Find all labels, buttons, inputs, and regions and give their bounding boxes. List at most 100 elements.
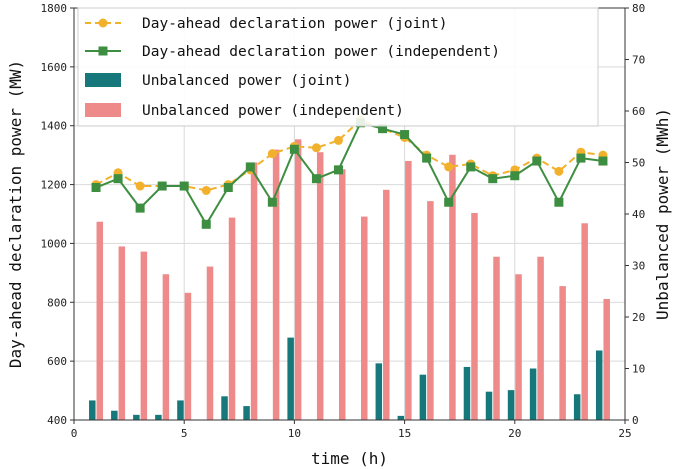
y-right-tick-label: 10 (632, 363, 645, 376)
bar-unbalanced-independent (316, 152, 324, 420)
marker-declaration-independent (554, 197, 564, 207)
bar-unbalanced-joint (221, 396, 228, 420)
y-right-axis-ticks: 0 10 20 30 40 50 60 70 80 (625, 2, 645, 427)
marker-declaration-independent (576, 153, 586, 163)
y-left-axis-ticks: 400 600 800 1000 1200 1400 1600 1800 (41, 2, 74, 427)
bar-unbalanced-joint (507, 390, 515, 420)
bar-unbalanced-independent (493, 256, 500, 420)
y-right-tick-label: 0 (632, 414, 639, 427)
bar-unbalanced-independent (383, 189, 390, 420)
bar-unbalanced-independent (250, 162, 258, 420)
legend-label-independent-line: Day-ahead declaration power (independent… (142, 44, 500, 60)
bar-unbalanced-joint (375, 363, 383, 420)
y-right-tick-label: 30 (632, 260, 645, 273)
line-declaration-joint (95, 118, 604, 192)
marker-declaration-joint (444, 162, 454, 172)
marker-declaration-independent (157, 181, 167, 191)
marker-declaration-joint (201, 185, 211, 195)
y-left-axis-label: Day-ahead declaration power (MW) (6, 60, 25, 368)
marker-declaration-independent (201, 219, 211, 229)
legend-label-independent-bar: Unbalanced power (independent) (142, 103, 404, 119)
y-right-tick-label: 40 (632, 208, 645, 221)
bar-unbalanced-joint (485, 391, 493, 420)
legend-swatch-independent-marker (98, 46, 108, 56)
bar-unbalanced-joint (595, 350, 603, 420)
legend-swatch-joint-bar (85, 73, 121, 87)
marker-declaration-independent (91, 183, 101, 193)
x-axis-label: time (h) (311, 449, 388, 468)
marker-declaration-independent (245, 162, 255, 172)
bar-unbalanced-independent (272, 149, 280, 420)
bars-unbalanced-independent (96, 139, 610, 420)
bar-unbalanced-independent (140, 251, 148, 420)
marker-declaration-independent (311, 174, 321, 184)
bar-unbalanced-independent (537, 256, 544, 420)
bar-unbalanced-independent (515, 274, 522, 420)
marker-declaration-independent (333, 165, 343, 175)
bar-unbalanced-joint (243, 406, 250, 420)
marker-declaration-independent (422, 153, 432, 163)
bar-unbalanced-independent (228, 217, 236, 420)
marker-declaration-joint (333, 135, 343, 145)
marker-declaration-independent (466, 162, 476, 172)
bar-unbalanced-independent (449, 154, 456, 420)
legend-box (77, 7, 599, 127)
bar-unbalanced-independent (206, 266, 214, 420)
bar-unbalanced-independent (96, 221, 104, 420)
marker-declaration-independent (532, 156, 542, 166)
x-tick-label: 5 (181, 427, 188, 440)
y-left-tick-label: 1000 (41, 237, 68, 250)
marker-declaration-joint (554, 166, 564, 176)
marker-declaration-independent (400, 130, 410, 140)
marker-declaration-independent (289, 144, 299, 154)
bar-unbalanced-joint (155, 414, 162, 420)
y-right-tick-label: 70 (632, 54, 645, 67)
marker-declaration-independent (135, 203, 145, 213)
legend-label-joint-line: Day-ahead declaration power (joint) (142, 16, 448, 32)
x-tick-label: 20 (508, 427, 521, 440)
marker-declaration-independent (510, 171, 520, 181)
bar-unbalanced-independent (427, 201, 434, 420)
y-right-tick-label: 50 (632, 157, 645, 170)
y-left-tick-label: 1200 (41, 179, 68, 192)
bars-unbalanced-joint (89, 337, 603, 420)
bar-unbalanced-joint (111, 410, 118, 420)
marker-declaration-joint (267, 149, 277, 159)
y-right-tick-label: 20 (632, 311, 645, 324)
legend: Day-ahead declaration power (joint) Day-… (77, 7, 599, 127)
y-left-tick-label: 400 (47, 414, 67, 427)
marker-declaration-independent (267, 197, 277, 207)
bar-unbalanced-independent (361, 216, 368, 420)
bar-unbalanced-independent (405, 160, 412, 420)
marker-declaration-joint (135, 181, 145, 191)
bar-unbalanced-joint (397, 415, 405, 420)
marker-declaration-independent (223, 183, 233, 193)
x-axis-ticks: 0 5 10 15 20 25 (71, 420, 632, 440)
y-left-tick-label: 1400 (41, 120, 68, 133)
marker-declaration-independent (598, 156, 608, 166)
bar-unbalanced-independent (338, 169, 346, 420)
bar-unbalanced-independent (294, 139, 302, 420)
y-right-tick-label: 60 (632, 105, 645, 118)
marker-declaration-independent (179, 181, 189, 191)
x-tick-label: 10 (288, 427, 301, 440)
marker-declaration-independent (488, 174, 498, 184)
legend-swatch-independent-bar (85, 103, 121, 117)
y-left-tick-label: 800 (47, 296, 67, 309)
bar-unbalanced-independent (162, 274, 170, 420)
y-left-tick-label: 1600 (41, 61, 68, 74)
x-tick-label: 0 (71, 427, 78, 440)
x-tick-label: 15 (398, 427, 411, 440)
legend-label-joint-bar: Unbalanced power (joint) (142, 73, 352, 89)
bar-unbalanced-joint (89, 400, 96, 420)
bar-unbalanced-joint (419, 374, 427, 420)
y-left-tick-label: 600 (47, 355, 67, 368)
line-declaration-independent (95, 121, 604, 227)
bar-unbalanced-joint (529, 368, 537, 420)
x-tick-label: 25 (618, 427, 631, 440)
bar-unbalanced-joint (287, 337, 294, 420)
bar-unbalanced-joint (463, 366, 471, 420)
bar-unbalanced-joint (177, 400, 184, 420)
marker-declaration-independent (444, 197, 454, 207)
